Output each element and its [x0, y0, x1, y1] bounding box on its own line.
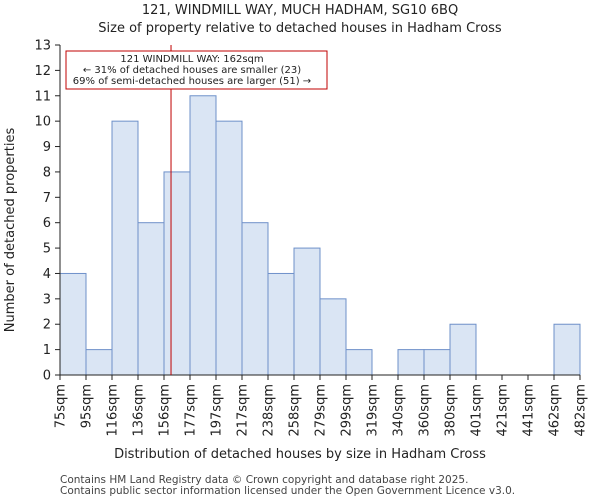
- annotation-frame: [65, 50, 328, 90]
- x-tick-label: 360sqm: [418, 384, 433, 437]
- y-tick-label: 3: [43, 292, 51, 307]
- annotation-line-2: ← 31% of detached houses are smaller (23…: [83, 65, 301, 76]
- x-tick-label: 197sqm: [210, 384, 225, 437]
- histogram-bar: [345, 349, 373, 376]
- x-tick-label: 319sqm: [366, 384, 381, 437]
- x-tick-label: 95sqm: [80, 384, 95, 428]
- x-tick-label: 279sqm: [314, 384, 329, 437]
- bars-group: [59, 95, 581, 376]
- x-tick-label: 116sqm: [106, 384, 121, 437]
- annotation-line-3: 69% of semi-detached houses are larger (…: [73, 76, 311, 87]
- x-axis-ticks: 75sqm 95sqm 116sqm 136sqm 156sqm 177sqm 197sqm…: [54, 375, 589, 437]
- histogram-bar: [137, 222, 165, 376]
- histogram-bar: [59, 272, 87, 376]
- x-tick-label: 136sqm: [132, 384, 147, 437]
- y-axis-label: Number of detached properties: [3, 128, 18, 333]
- histogram-bar: [423, 349, 451, 376]
- y-tick-label: 8: [43, 165, 51, 180]
- histogram-bar: [215, 120, 243, 376]
- x-tick-label: 401sqm: [470, 384, 485, 437]
- x-tick-label: 75sqm: [54, 384, 69, 428]
- footer-licence: Contains public sector information licen…: [60, 485, 515, 497]
- histogram-bar: [293, 247, 321, 376]
- x-tick-label: 340sqm: [392, 384, 407, 437]
- x-tick-label: 441sqm: [522, 384, 537, 437]
- chart-title: 121, WINDMILL WAY, MUCH HADHAM, SG10 6BQ: [142, 3, 458, 18]
- histogram-bar: [85, 349, 113, 376]
- annotation-box: 121 WINDMILL WAY: 162sqm ← 31% of detach…: [65, 50, 328, 90]
- histogram-bar: [553, 323, 581, 376]
- histogram-bar: [449, 323, 477, 376]
- histogram-bar: [189, 95, 217, 376]
- y-tick-label: 2: [43, 318, 51, 333]
- histogram-bar: [163, 171, 191, 376]
- y-tick-label: 1: [43, 343, 51, 358]
- y-tick-label: 0: [43, 369, 51, 384]
- x-tick-label: 238sqm: [262, 384, 277, 437]
- y-tick-label: 7: [43, 191, 51, 206]
- annotation-line-1: 121 WINDMILL WAY: 162sqm: [120, 54, 263, 65]
- footer-copyright: Contains HM Land Registry data © Crown c…: [60, 474, 468, 486]
- y-tick-label: 11: [34, 89, 51, 104]
- x-tick-label: 380sqm: [444, 384, 459, 437]
- y-tick-label: 10: [34, 115, 51, 130]
- x-tick-label: 482sqm: [574, 384, 589, 437]
- x-axis-label: Distribution of detached houses by size …: [114, 447, 486, 462]
- histogram-bar: [241, 222, 269, 376]
- y-tick-label: 13: [34, 39, 51, 54]
- histogram-bar: [267, 272, 295, 376]
- chart-subtitle: Size of property relative to detached ho…: [98, 21, 502, 36]
- x-tick-label: 421sqm: [496, 384, 511, 437]
- y-tick-label: 12: [34, 64, 51, 79]
- x-tick-label: 462sqm: [548, 384, 563, 437]
- x-tick-label: 258sqm: [288, 384, 303, 437]
- x-tick-label: 217sqm: [236, 384, 251, 437]
- x-tick-label: 299sqm: [340, 384, 355, 437]
- histogram-bar: [319, 298, 347, 376]
- x-tick-label: 177sqm: [184, 384, 199, 437]
- histogram-bar: [397, 349, 425, 376]
- x-tick-label: 156sqm: [158, 384, 173, 437]
- y-tick-label: 9: [43, 140, 51, 155]
- y-tick-label: 6: [43, 216, 51, 231]
- y-tick-label: 4: [43, 267, 51, 282]
- histogram-bar: [111, 120, 139, 376]
- y-tick-label: 5: [43, 242, 51, 257]
